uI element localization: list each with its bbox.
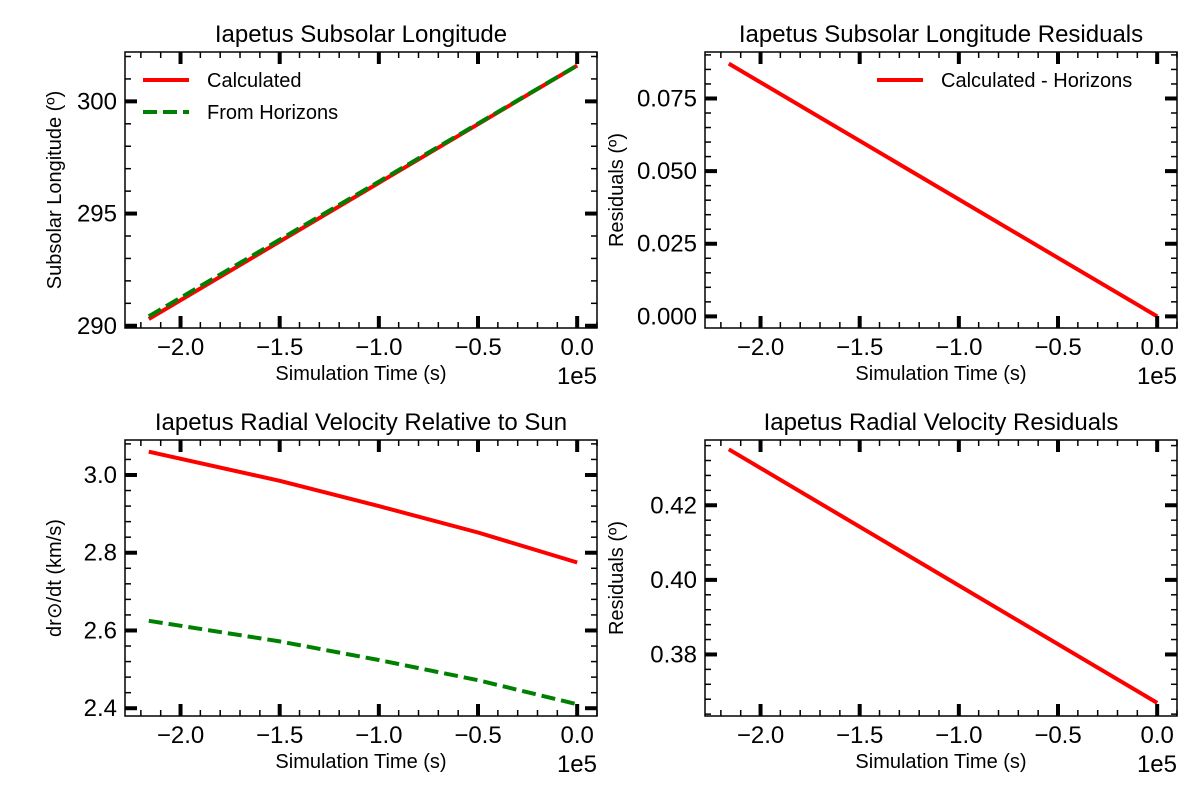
x-tick-label: −1.5	[256, 334, 303, 361]
x-offset-label: 1e5	[557, 751, 597, 778]
y-tick-label: 0.025	[637, 231, 697, 258]
axes-frame	[124, 439, 598, 717]
x-tick-label: −1.0	[355, 334, 402, 361]
x-offset-label: 1e5	[557, 363, 597, 390]
x-offset-label: 1e5	[1137, 751, 1177, 778]
series-line-2	[147, 63, 579, 319]
series-line-1	[727, 447, 1159, 705]
y-tick-label: 290	[77, 313, 117, 340]
legend-label: Calculated - Horizons	[941, 70, 1132, 92]
y-tick-label: 300	[77, 88, 117, 115]
chart-title: Iapetus Subsolar Longitude Residuals	[739, 21, 1143, 48]
axes-frame	[704, 51, 1178, 329]
x-axis-label: Simulation Time (s)	[275, 751, 446, 773]
x-tick-label: −0.5	[454, 722, 501, 749]
x-tick-label: −2.0	[157, 334, 204, 361]
x-tick-label: 0.0	[560, 722, 593, 749]
legend-label: From Horizons	[207, 102, 338, 124]
chart-title: Iapetus Radial Velocity Residuals	[764, 409, 1119, 436]
x-tick-label: −0.5	[1034, 722, 1081, 749]
y-tick-label: 295	[77, 201, 117, 228]
subplot-radial-velocity: −2.0 −1.5 −1.0 −0.5 0.0 2.4 2.6 2.8 3.0 Iapetus R…	[44, 409, 598, 778]
y-tick-label: 2.6	[84, 617, 117, 644]
x-tick-label: −1.5	[836, 722, 883, 749]
x-tick-label: −2.0	[737, 334, 784, 361]
x-tick-label: 0.0	[1140, 722, 1173, 749]
x-axis-label: Simulation Time (s)	[855, 363, 1026, 385]
x-tick-label: −1.0	[935, 722, 982, 749]
x-offset-label: 1e5	[1137, 363, 1177, 390]
y-tick-label: 0.40	[650, 567, 697, 594]
x-tick-label: −1.0	[935, 334, 982, 361]
y-tick-label: 0.38	[650, 641, 697, 668]
legend-label: Calculated	[207, 70, 302, 92]
x-tick-label: −2.0	[737, 722, 784, 749]
x-tick-label: −1.5	[836, 334, 883, 361]
series-line-1	[727, 61, 1159, 319]
x-tick-label: −0.5	[454, 334, 501, 361]
x-tick-label: 0.0	[1140, 334, 1173, 361]
y-axis-label: Subsolar Longitude (º)	[44, 91, 66, 290]
subplot-subsolar-longitude-residuals: −2.0 −1.5 −1.0 −0.5 0.0 0.000 0.025 0.050 0.075 I…	[606, 21, 1178, 390]
y-tick-label: 2.4	[84, 695, 117, 722]
x-axis-label: Simulation Time (s)	[275, 363, 446, 385]
y-tick-label: 0.000	[637, 303, 697, 330]
x-tick-label: −0.5	[1034, 334, 1081, 361]
series-line-2	[148, 618, 578, 707]
subplot-subsolar-longitude: −2.0 −1.5 −1.0 −0.5 0.0 290 295 300 Iapetus Subs…	[44, 21, 598, 390]
y-tick-label: 2.8	[84, 540, 117, 567]
chart-title: Iapetus Radial Velocity Relative to Sun	[155, 409, 567, 436]
subplot-radial-velocity-residuals: −2.0 −1.5 −1.0 −0.5 0.0 0.38 0.40 0.42 Iapetus R…	[606, 409, 1178, 778]
series-line-1	[148, 449, 578, 565]
x-tick-label: −1.0	[355, 722, 402, 749]
y-tick-label: 0.050	[637, 158, 697, 185]
chart-title: Iapetus Subsolar Longitude	[215, 21, 507, 48]
y-axis-label: dr⊙/dt (km/s)	[44, 519, 66, 637]
x-tick-label: −2.0	[157, 722, 204, 749]
y-tick-label: 0.42	[650, 492, 697, 519]
x-axis-label: Simulation Time (s)	[855, 751, 1026, 773]
y-axis-label: Residuals (º)	[606, 133, 628, 247]
y-tick-label: 3.0	[84, 462, 117, 489]
x-tick-label: 0.0	[560, 334, 593, 361]
axes-frame	[124, 51, 598, 329]
y-tick-label: 0.075	[637, 85, 697, 112]
x-tick-label: −1.5	[256, 722, 303, 749]
y-axis-label: Residuals (º)	[606, 521, 628, 635]
